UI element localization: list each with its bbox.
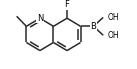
- Text: OH: OH: [108, 31, 119, 40]
- Text: OH: OH: [108, 13, 119, 22]
- Text: N: N: [37, 14, 43, 23]
- Text: F: F: [65, 0, 69, 9]
- Text: B: B: [91, 22, 96, 31]
